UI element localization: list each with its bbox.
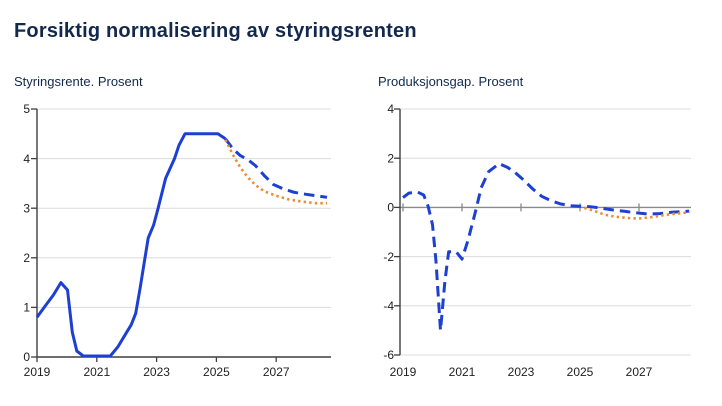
y-tick-label: -6 [383, 348, 394, 362]
y-tick-label: 4 [387, 102, 394, 116]
x-tick-label: 2019 [390, 365, 417, 379]
x-tick-label: 2025 [203, 365, 230, 379]
series-line-dashed-blue [224, 137, 328, 199]
y-tick-label: 2 [23, 251, 30, 265]
output-gap-chart-subtitle: Produksjonsgap. Prosent [378, 74, 524, 89]
y-tick-label: -2 [383, 250, 394, 264]
y-tick-label: -4 [383, 299, 394, 313]
series-line-dashed-blue [402, 162, 690, 332]
policy-rate-chart: 0 1 2 3 4 5 2019 2021 2023 2025 2027 [23, 102, 331, 379]
x-tick-label: 2027 [626, 365, 653, 379]
series-line-dotted-orange [584, 206, 690, 220]
y-tick-label: 3 [23, 201, 30, 215]
x-tick-label: 2019 [24, 365, 51, 379]
x-tick-label: 2021 [83, 365, 110, 379]
y-tick-label: 2 [387, 151, 394, 165]
x-tick-label: 2027 [263, 365, 290, 379]
y-tick-label: 0 [387, 201, 394, 215]
y-tick-label: 5 [23, 102, 30, 116]
y-tick-label: 4 [23, 152, 30, 166]
policy-rate-chart-subtitle: Styringsrente. Prosent [14, 74, 143, 89]
y-tick-label: 0 [23, 350, 30, 364]
x-tick-label: 2025 [567, 365, 594, 379]
y-tick-label: 1 [23, 301, 30, 315]
x-tick-label: 2021 [449, 365, 476, 379]
figure-title: Forsiktig normalisering av styringsrente… [14, 20, 417, 42]
x-tick-label: 2023 [508, 365, 535, 379]
output-gap-chart: -6 -4 -2 0 2 4 2019 2021 2023 2025 2027 [383, 102, 691, 379]
series-line-solid-blue [35, 132, 227, 358]
x-tick-label: 2023 [143, 365, 170, 379]
